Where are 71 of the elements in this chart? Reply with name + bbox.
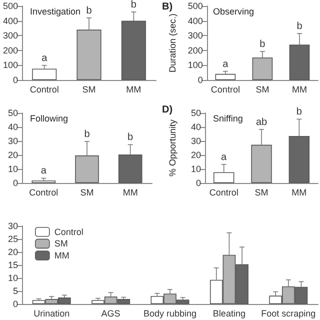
y-tick-label: 30 [190, 136, 201, 146]
y-tick-label: 50 [8, 108, 18, 118]
annotation: b [296, 21, 303, 32]
y-tick-label: 100 [2, 60, 18, 70]
annotation: a [221, 152, 228, 163]
y-tick-label: 0 [13, 75, 18, 85]
annotation: ab [256, 116, 268, 128]
y-tick-label: 20 [8, 150, 18, 160]
annotation: b [296, 106, 302, 118]
annotation: b [84, 128, 90, 140]
y-tick-label: 30 [8, 221, 18, 231]
x-tick-label: Control [29, 188, 58, 198]
x-tick-label: SM [82, 84, 96, 94]
y-tick-label: 40 [190, 122, 201, 132]
y-tick-label: 0 [12, 299, 18, 309]
y-tick-label: 400 [188, 16, 203, 26]
chart-title: Observing [213, 6, 254, 16]
annotation: a [222, 58, 229, 70]
annotation: b [260, 38, 266, 50]
y-tick-label: 200 [2, 45, 18, 56]
x-tick-label: SM [80, 188, 94, 198]
x-tick-label: Body rubbing [143, 308, 197, 318]
chart-title: Following [30, 114, 68, 124]
y-tick-label: 10 [8, 273, 18, 283]
x-tick-label: MM [292, 188, 307, 198]
annotation: b [130, 0, 137, 10]
y-tick-label: 200 [188, 45, 203, 56]
x-tick-label: Bleating [212, 308, 246, 318]
y-tick-label: 0 [12, 178, 18, 188]
x-tick-label: Control [210, 84, 240, 94]
y-tick-label: 300 [2, 30, 18, 41]
x-tick-label: Control [30, 84, 59, 94]
y-tick-label: 0 [198, 75, 203, 85]
text: B) [162, 2, 173, 12]
x-tick-label: Foot scraping [261, 308, 316, 318]
y-axis-title: % Opportunity [168, 118, 178, 177]
y-tick-label: 5 [12, 286, 18, 296]
y-tick-label: 100 [188, 60, 203, 70]
legend-label: MM [54, 250, 70, 260]
annotation: a [42, 52, 48, 64]
y-tick-label: 20 [8, 247, 18, 257]
x-tick-label: SM [254, 188, 268, 198]
y-tick-label: 30 [8, 136, 18, 146]
x-tick-label: SM [256, 84, 270, 94]
y-tick-label: 10 [190, 164, 201, 174]
annotation: b [128, 132, 134, 144]
y-tick-label: 500 [188, 1, 203, 11]
x-tick-label: MM [126, 84, 142, 94]
y-tick-label: 10 [8, 164, 18, 174]
y-tick-label: 15 [8, 260, 18, 270]
y-tick-label: 300 [188, 30, 203, 41]
chart-title: Sniffing [213, 114, 243, 124]
y-axis-title: Duration (sec.) [168, 13, 178, 73]
annotation: a [40, 166, 47, 177]
legend-label: Control [54, 226, 84, 237]
x-tick-label: AGS [101, 308, 120, 318]
y-tick-label: 400 [2, 16, 18, 26]
y-tick-label: 40 [8, 122, 18, 132]
text: D) [162, 104, 173, 116]
x-tick-label: MM [292, 84, 307, 94]
y-tick-label: 20 [190, 150, 201, 160]
y-tick-label: 50 [190, 108, 201, 118]
chart-title: Investigation [30, 6, 81, 16]
x-tick-label: Control [209, 188, 238, 198]
legend-label: SM [54, 238, 68, 249]
y-tick-label: 0 [196, 178, 201, 188]
annotation: b [86, 5, 92, 16]
y-tick-label: 25 [8, 234, 18, 244]
y-tick-label: 500 [2, 1, 18, 11]
x-tick-label: Urination [34, 308, 70, 318]
x-tick-label: MM [122, 188, 138, 198]
